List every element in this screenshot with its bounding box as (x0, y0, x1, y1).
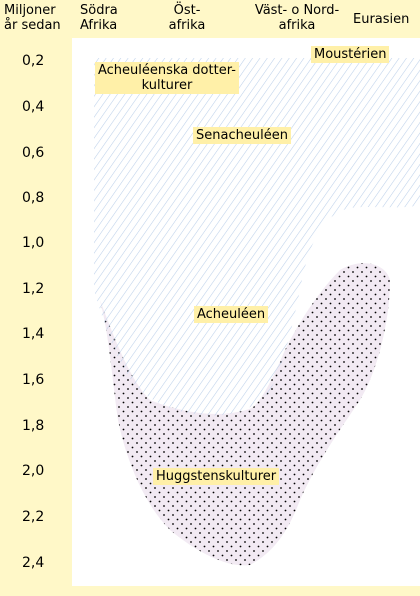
pebble-tools-region (100, 263, 390, 566)
region-header-southern-africa: Södra Afrika (80, 3, 118, 33)
time-axis-title: Miljoner år sedan (4, 3, 61, 33)
time-tick-label: 2,2 (22, 509, 45, 525)
culture-label-acheulean: Acheuléen (194, 306, 269, 323)
region-header-west-north-africa: Väst- o Nord- afrika (254, 3, 340, 33)
time-tick-label: 0,2 (22, 53, 45, 69)
time-tick-label: 1,6 (22, 372, 45, 388)
acheulean-region (94, 58, 420, 416)
time-tick-label: 2,0 (22, 463, 45, 479)
region-header-eurasia: Eurasien (353, 12, 410, 27)
culture-label-senacheulean: Senacheuléen (193, 127, 291, 144)
time-tick-label: 0,4 (22, 99, 45, 115)
culture-label-acheulean-daughters: Acheuléenska dotter- kulturer (95, 62, 239, 94)
culture-label-pebble-tools: Huggstenskulturer (153, 468, 280, 485)
region-header-east-africa: Öst- afrika (168, 3, 206, 33)
time-tick-label: 2,4 (22, 555, 45, 571)
mousterian-gap (300, 209, 367, 305)
time-tick-label: 0,6 (22, 145, 45, 161)
time-tick-label: 1,8 (22, 418, 45, 434)
time-tick-label: 1,2 (22, 281, 45, 297)
time-tick-label: 0,8 (22, 190, 45, 206)
time-tick-label: 1,0 (22, 235, 45, 251)
culture-label-mousterian: Moustérien (311, 46, 390, 63)
time-tick-label: 1,4 (22, 326, 45, 342)
